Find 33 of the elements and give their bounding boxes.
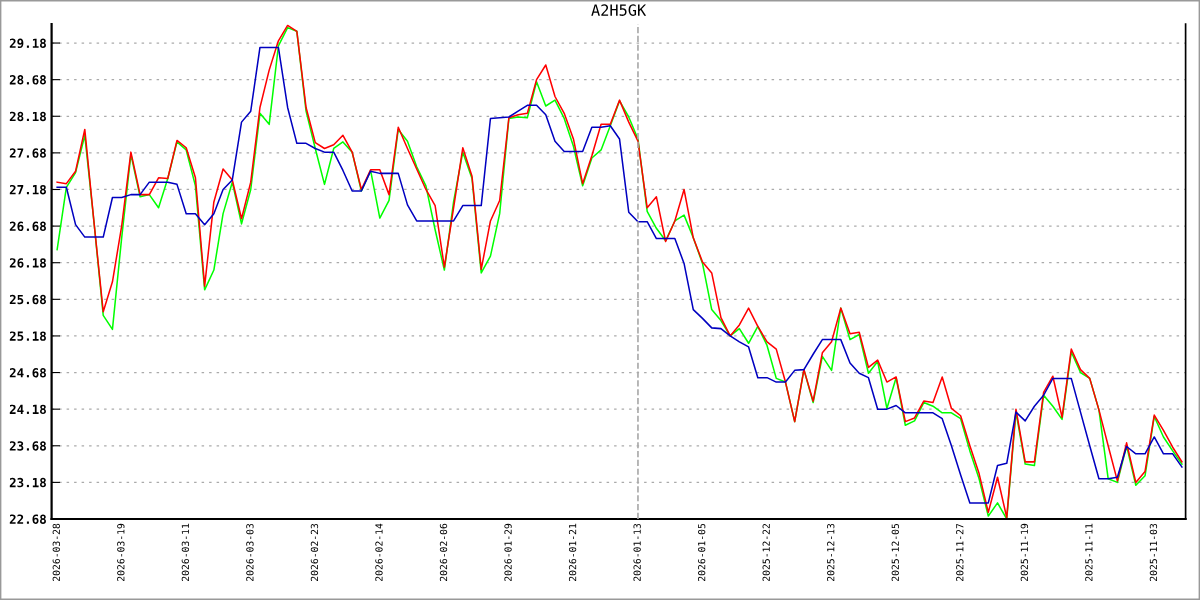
y-tick-label: 23.18: [9, 477, 46, 488]
y-tick-label: 26.18: [9, 258, 46, 268]
y-tick-label: 24.18: [9, 404, 46, 415]
x-tick-label: 2026-02-14: [375, 523, 383, 581]
x-tick-label: 2025-12-13: [827, 523, 835, 581]
x-tick-label: 2026-01-21: [568, 523, 577, 581]
y-tick-label: 25.68: [9, 294, 46, 305]
y-tick-label: 29.18: [9, 38, 46, 49]
x-tick-label: 2026-03-28: [52, 523, 60, 581]
y-tick-label: 25.18: [9, 331, 46, 341]
y-tick-label: 27.68: [9, 148, 46, 158]
x-tick-label: 2025-12-05: [891, 523, 899, 581]
y-tick-label: 26.68: [9, 221, 46, 232]
x-tick-label: 2026-03-19: [117, 523, 125, 581]
y-tick-label: 24.68: [9, 368, 46, 378]
y-tick-label: 28.18: [9, 111, 46, 122]
chart-title: A2H5GK: [591, 4, 647, 16]
y-tick-label: 23.68: [9, 441, 46, 451]
x-tick-label: 2026-02-06: [439, 523, 448, 581]
x-tick-label: 2026-03-03: [246, 523, 254, 581]
x-tick-label: 2026-01-29: [504, 523, 512, 581]
x-tick-label: 2025-12-22: [762, 523, 770, 581]
x-tick-label: 2026-01-05: [697, 523, 706, 581]
y-tick-label: 22.68: [9, 514, 46, 524]
x-tick-label: 2025-11-19: [1020, 523, 1029, 581]
y-tick-label: 27.18: [9, 184, 46, 195]
x-tick-label: 2026-03-11: [181, 523, 190, 581]
y-tick-label: 28.68: [9, 75, 46, 85]
x-tick-label: 2026-01-13: [633, 523, 641, 581]
x-tick-label: 2025-11-11: [1085, 523, 1093, 581]
x-tick-label: 2025-11-03: [1149, 523, 1158, 581]
x-tick-label: 2025-11-27: [956, 523, 964, 581]
x-tick-label: 2026-02-23: [310, 523, 319, 581]
